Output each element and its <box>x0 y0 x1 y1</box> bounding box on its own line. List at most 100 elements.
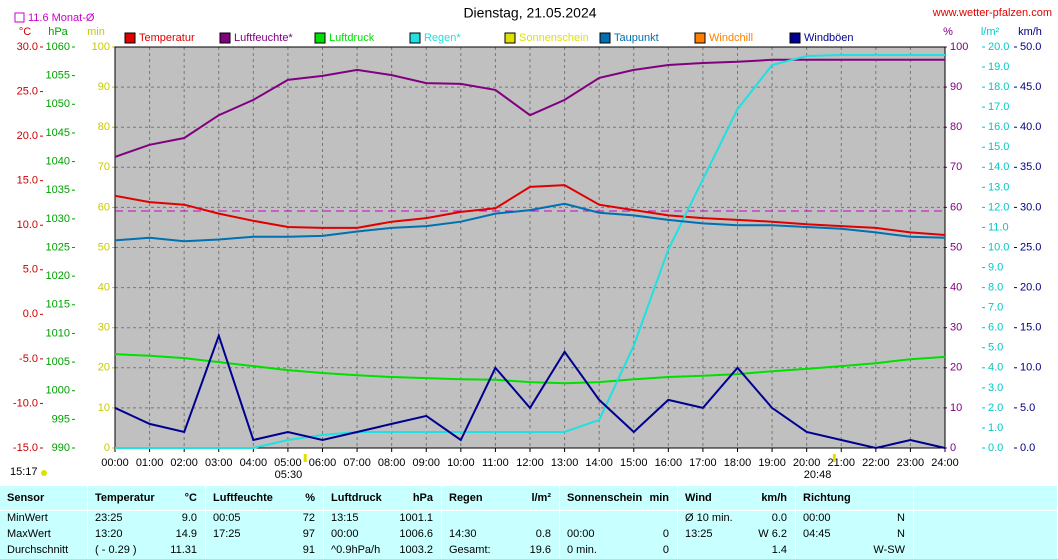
cell-text: 72 <box>302 512 315 524</box>
legend-label: Windböen <box>804 32 854 44</box>
table-header: Sensor Temperatur °C Luftfeuchte% Luftdruck h… <box>0 486 1058 511</box>
cell-text: ( - 0.29 ) <box>95 544 137 556</box>
y-tick-label: 1035 <box>46 184 70 196</box>
x-tick-label: 02:00 <box>170 457 198 469</box>
y-tick-label: 7.0 <box>988 302 1003 314</box>
y-tick-label: 30 <box>98 322 110 334</box>
y-tick-label: 20.0 <box>1020 282 1041 294</box>
cell-text: Luftdruck <box>331 492 382 504</box>
cell-text: W 6.2 <box>758 528 787 540</box>
table-cell <box>914 510 1058 526</box>
table-cell <box>914 542 1058 558</box>
y-tick-label: 10 <box>950 402 962 414</box>
table-cell: W-SW <box>796 542 914 558</box>
legend-label: Regen* <box>424 32 461 44</box>
table-cell: 14:30 0.8 <box>442 526 560 542</box>
y-tick-label: 1055 <box>46 70 70 82</box>
table-cell: Durchschnitt <box>0 542 88 558</box>
cell-text: 91 <box>302 544 315 556</box>
cell-text: W-SW <box>873 544 905 556</box>
x-tick-label: 14:00 <box>585 457 613 469</box>
x-tick-label: 12:00 <box>516 457 544 469</box>
series-line <box>114 58 945 158</box>
cell-text: Wind <box>685 492 712 504</box>
table-cell: 0 min. 0 <box>560 542 678 558</box>
cell-text: 23:25 <box>95 512 123 524</box>
cell-text: 04:45 <box>803 528 831 540</box>
y-tick-label: 1040 <box>46 155 70 167</box>
cell-text: Luftfeuchte <box>213 492 273 504</box>
cell-text: 19.6 <box>529 544 551 556</box>
y-tick-label: 17.0 <box>988 101 1009 113</box>
y-tick-label: 2.0 <box>988 402 1003 414</box>
x-tick-label: 24:00 <box>931 457 959 469</box>
cell-text: 0.8 <box>535 528 551 540</box>
cell-text: 00:00 <box>331 528 359 540</box>
cell-text: 13:20 <box>95 528 123 540</box>
y-tick-label: 80 <box>950 121 962 133</box>
legend-label: Windchill <box>709 32 753 44</box>
table-cell: 91 <box>206 542 324 558</box>
y-tick-label: 50.0 <box>1020 41 1041 53</box>
y-tick-label: 1030 <box>46 213 70 225</box>
table-row: MaxWert 13:20 14.9 17:25 97 00:00 1006.6 14:30 0… <box>0 526 1058 542</box>
cell-text: Sonnenschein <box>567 492 643 504</box>
table-cell <box>560 510 678 526</box>
y-tick-label: 60 <box>950 201 962 213</box>
x-tick-label: 19:00 <box>758 457 786 469</box>
legend-swatch <box>694 32 706 44</box>
series-line <box>114 184 946 236</box>
series-line <box>114 202 946 243</box>
y-tick-label: 10 <box>98 402 110 414</box>
legend-label: Sonnenschein <box>519 32 589 44</box>
cell-text: Gesamt: <box>449 544 491 556</box>
legend-label: Luftfeuchte* <box>234 32 293 44</box>
y-tick-label: 25.0 <box>1020 241 1041 253</box>
stats-table: Sensor Temperatur °C Luftfeuchte% Luftdruck h… <box>0 486 1058 559</box>
cell-text: MaxWert <box>7 528 51 540</box>
y-tick-label: 30.0 <box>1020 201 1041 213</box>
x-tick-label: 04:00 <box>240 457 268 469</box>
table-cell: 23:25 9.0 <box>88 510 206 526</box>
table-row: Durchschnitt ( - 0.29 ) 11.31 91 ^0.9hPa/h 10… <box>0 542 1058 558</box>
table-cell: 04:45 N <box>796 526 914 542</box>
x-tick-label: 20:00 <box>793 457 821 469</box>
y-tick-label: 30 <box>950 322 962 334</box>
table-cell: Temperatur °C <box>88 486 206 510</box>
cell-text: 14.9 <box>175 528 197 540</box>
cell-text: Richtung <box>803 492 851 504</box>
y-tick-label: -10.0 <box>13 397 38 409</box>
y-tick-label: 20.0 <box>17 130 38 142</box>
cell-text: Sensor <box>7 492 45 504</box>
y-tick-label: 20 <box>98 362 110 374</box>
y-tick-label: 3.0 <box>988 382 1003 394</box>
y-tick-label: 100 <box>950 41 968 53</box>
cell-text: 1.4 <box>771 544 787 556</box>
cell-text: Ø 10 min. <box>685 512 733 524</box>
source: www.wetter-pfalzen.com <box>932 7 1052 19</box>
axis-title: l/m² <box>981 26 1000 38</box>
y-tick-label: 25.0 <box>17 85 38 97</box>
y-tick-label: 11.0 <box>988 221 1009 233</box>
plot-border <box>114 46 946 449</box>
cell-text: 13:15 <box>331 512 359 524</box>
y-tick-label: 15.0 <box>1020 322 1041 334</box>
cell-text: 00:05 <box>213 512 241 524</box>
x-tick-label: 00:00 <box>101 457 129 469</box>
y-tick-label: 15.0 <box>988 141 1009 153</box>
y-tick-label: 1045 <box>46 127 70 139</box>
legend-swatch <box>599 32 611 44</box>
axis-title: hPa <box>48 26 68 38</box>
y-tick-label: 0 <box>950 442 956 454</box>
x-tick-label: 05:00 <box>274 457 302 469</box>
y-tick-label: 50 <box>98 241 110 253</box>
sunrise-label: 05:30 <box>275 469 303 481</box>
y-tick-label: 20.0 <box>988 41 1009 53</box>
cell-text: 00:00 <box>803 512 831 524</box>
y-tick-label: 14.0 <box>988 161 1009 173</box>
y-tick-label: 995 <box>52 413 70 425</box>
cell-text: 0 <box>662 544 669 556</box>
sun-icon <box>41 470 47 476</box>
y-tick-label: 1060 <box>46 41 70 53</box>
table-cell: 00:05 72 <box>206 510 324 526</box>
